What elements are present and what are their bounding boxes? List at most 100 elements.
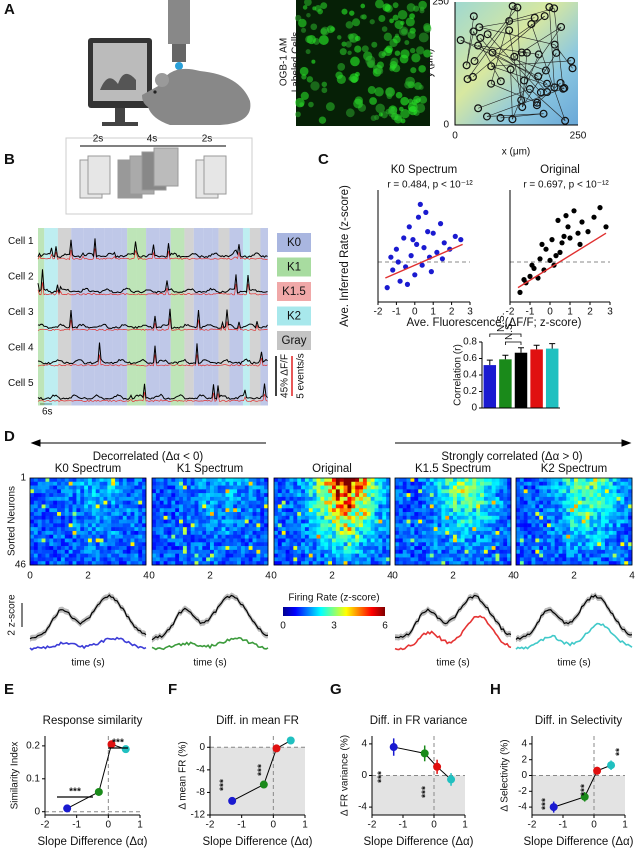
heatmap-cell [42,512,46,516]
heatmap-cell [127,550,131,554]
heatmap-cell [317,535,321,539]
heatmap-cell [115,531,119,535]
heatmap-cell [111,486,115,490]
cell-texture [378,51,385,58]
cell-texture [322,82,327,87]
heatmap-cell [57,497,61,501]
heatmap-cell [34,504,38,508]
heatmap-cell [38,527,42,531]
heatmap-cell [160,535,164,539]
heatmap-cell [367,512,371,516]
heatmap-cell [297,504,301,508]
heatmap-cell [562,493,566,497]
heatmap-cell [282,523,286,527]
heatmap-cell [609,493,613,497]
heatmap-cell [96,539,100,543]
heatmap-cell [547,542,551,546]
colorbar-tick: 0 [280,621,286,632]
significance-bracket [505,342,521,345]
heatmap-cell [210,512,214,516]
heatmap-cell [496,501,500,505]
heatmap-cell [484,550,488,554]
heatmap-cell [461,546,465,550]
scatter-point [603,224,608,229]
heatmap-cell [123,539,127,543]
x-axis-label: Slope Difference (Δα) [203,836,313,848]
heatmap-cell [434,478,438,482]
microscope-objective [172,44,186,62]
heatmap-cell [152,504,156,508]
heatmap-cell [578,504,582,508]
heatmap-cell [260,478,264,482]
heatmap-cell [355,501,359,505]
heatmap-cell [586,493,590,497]
heatmap-cell [559,504,563,508]
heatmap-cell [465,554,469,558]
heatmap-cell [80,516,84,520]
heatmap-cell [465,482,469,486]
heatmap-cell [131,542,135,546]
chart-title: Response similarity [43,715,143,727]
heatmap-cell [100,497,104,501]
heatmap-cell [297,531,301,535]
heatmap-cell [138,504,142,508]
heatmap-cell [484,508,488,512]
heatmap-cell [340,550,344,554]
heatmap-cell [214,504,218,508]
heatmap-cell [426,493,430,497]
heatmap-cell [222,493,226,497]
heatmap-cell [434,501,438,505]
header-arrows [32,440,630,446]
heatmap-cell [187,520,191,524]
heatmap-cell [528,512,532,516]
heatmap-cell [488,535,492,539]
heatmap-cell [555,531,559,535]
heatmap-cell [80,512,84,516]
heatmap-cell [167,504,171,508]
heatmap-cell [274,508,278,512]
heatmap-cell [309,520,313,524]
heatmap-cell [179,516,183,520]
heatmap-cell [624,535,628,539]
heatmap-cell [119,493,123,497]
heatmap-cell [597,508,601,512]
heatmap-cell [355,535,359,539]
cell-texture [395,50,400,55]
heatmap-cell [422,497,426,501]
heatmap-cell [115,546,119,550]
heatmap-cell [111,527,115,531]
heatmap-cell [191,542,195,546]
heatmap-cell [395,520,399,524]
stimulus-frames [66,138,252,214]
scatter-subtitle: r = 0.697, p < 10⁻¹² [523,180,609,191]
heatmap-cell [624,516,628,520]
heatmap-cell [375,478,379,482]
heatmap-cell [488,550,492,554]
heatmap-cell [233,546,237,550]
heatmap-cell [156,493,160,497]
heatmap-cell [260,516,264,520]
heatmap-cell [613,512,617,516]
heatmap-cell [179,531,183,535]
heatmap-cell [65,557,69,561]
heatmap-cell [65,554,69,558]
heatmap-cell [488,557,492,561]
heatmap-cell [531,489,535,493]
heatmap-cell [293,508,297,512]
heatmap-cell [426,501,430,505]
heatmap-cell [555,512,559,516]
heatmap-cell [282,542,286,546]
cell-texture [390,61,398,69]
heatmap-cell [582,531,586,535]
heatmap-cell [351,554,355,558]
heatmap-cell [351,527,355,531]
heatmap-cell [371,557,375,561]
heatmap-cell [430,512,434,516]
heatmap-cell [524,501,528,505]
heatmap-cell [320,508,324,512]
heatmap-cell [375,554,379,558]
heatmap-cell [395,554,399,558]
heatmap-cell [601,486,605,490]
heatmap-cell [524,542,528,546]
heatmap-cell [520,527,524,531]
